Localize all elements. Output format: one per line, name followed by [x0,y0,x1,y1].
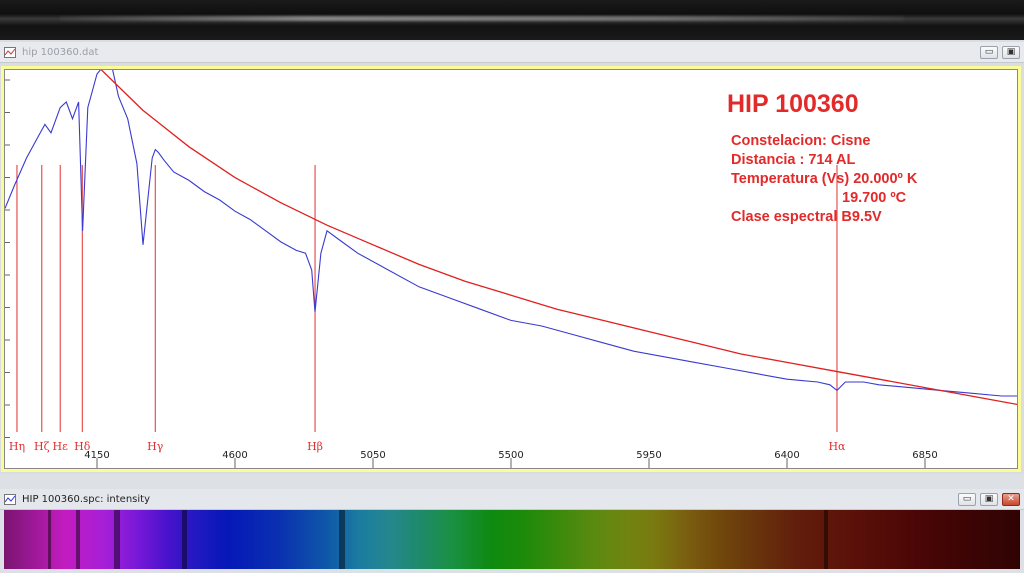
line-marker-label: Hε [53,440,69,453]
spectrum-plot[interactable]: 4150 4600 5050 5500 5950 6400 6850 Hη Hζ Hε Hδ Hγ Hβ… [4,31,1018,469]
plot-window-titlebar[interactable]: hip 100360.dat ▭ ▣ [0,42,1024,63]
annotation-constellation: Constelacion: Cisne [731,133,871,149]
line-marker-label: Hζ [34,440,50,453]
color-spectrum-bar [4,510,1020,569]
x-tick-label: 5950 [636,450,661,461]
line-marker-label: Hβ [307,440,323,453]
plot-window-title: hip 100360.dat [22,46,99,58]
annotation-temperature-celsius: 19.700 ºC [842,190,907,206]
series-line-1 [62,31,1018,406]
x-tick-label: 4600 [222,450,247,461]
x-tick-label: 6850 [912,450,937,461]
spectrum-chart: 4150 4600 5050 5500 5950 6400 6850 Hη Hζ Hε Hδ Hγ Hβ… [4,31,1018,468]
window-icon [4,46,16,58]
x-tick-label: 5500 [498,450,523,461]
spectrum-trace-line [60,16,904,21]
minimize-button[interactable]: ▭ [958,492,976,506]
plot-frame: 4150 4600 5050 5500 5950 6400 6850 Hη Hζ Hε Hδ Hγ Hβ… [1,31,1021,472]
annotation-temperature: Temperatura (Vs) 20.000º K [731,171,918,187]
absorption-band [48,510,51,569]
series-line-0 [4,62,1017,397]
intensity-window-title: HIP 100360.spc: intensity [22,493,150,505]
x-tick-label: 6400 [774,450,799,461]
x-tick-label: 5050 [360,450,385,461]
restore-button[interactable]: ▣ [1002,45,1020,59]
line-marker-label: Hα [828,440,846,453]
x-tick-label: 4150 [84,450,109,461]
star-spectrum-image-strip [0,0,1024,40]
line-marker-label: Hδ [74,440,91,453]
absorption-band [182,510,187,569]
absorption-band [76,510,80,569]
line-marker-label: Hη [9,440,25,453]
absorption-band [824,510,828,569]
annotation-spectral-class: Clase espectral B9.5V [731,209,882,225]
close-button[interactable]: ✕ [1002,492,1020,506]
absorption-band [339,510,345,569]
annotation-distance: Distancia : 714 AL [731,152,856,168]
restore-button[interactable]: ▣ [980,492,998,506]
absorption-band [114,510,120,569]
intensity-window-titlebar[interactable]: HIP 100360.spc: intensity ▭ ▣ ✕ [0,489,1024,510]
line-marker-label: Hγ [147,440,164,453]
minimize-button[interactable]: ▭ [980,45,998,59]
window-icon [4,493,16,505]
star-name-title: HIP 100360 [727,90,859,118]
